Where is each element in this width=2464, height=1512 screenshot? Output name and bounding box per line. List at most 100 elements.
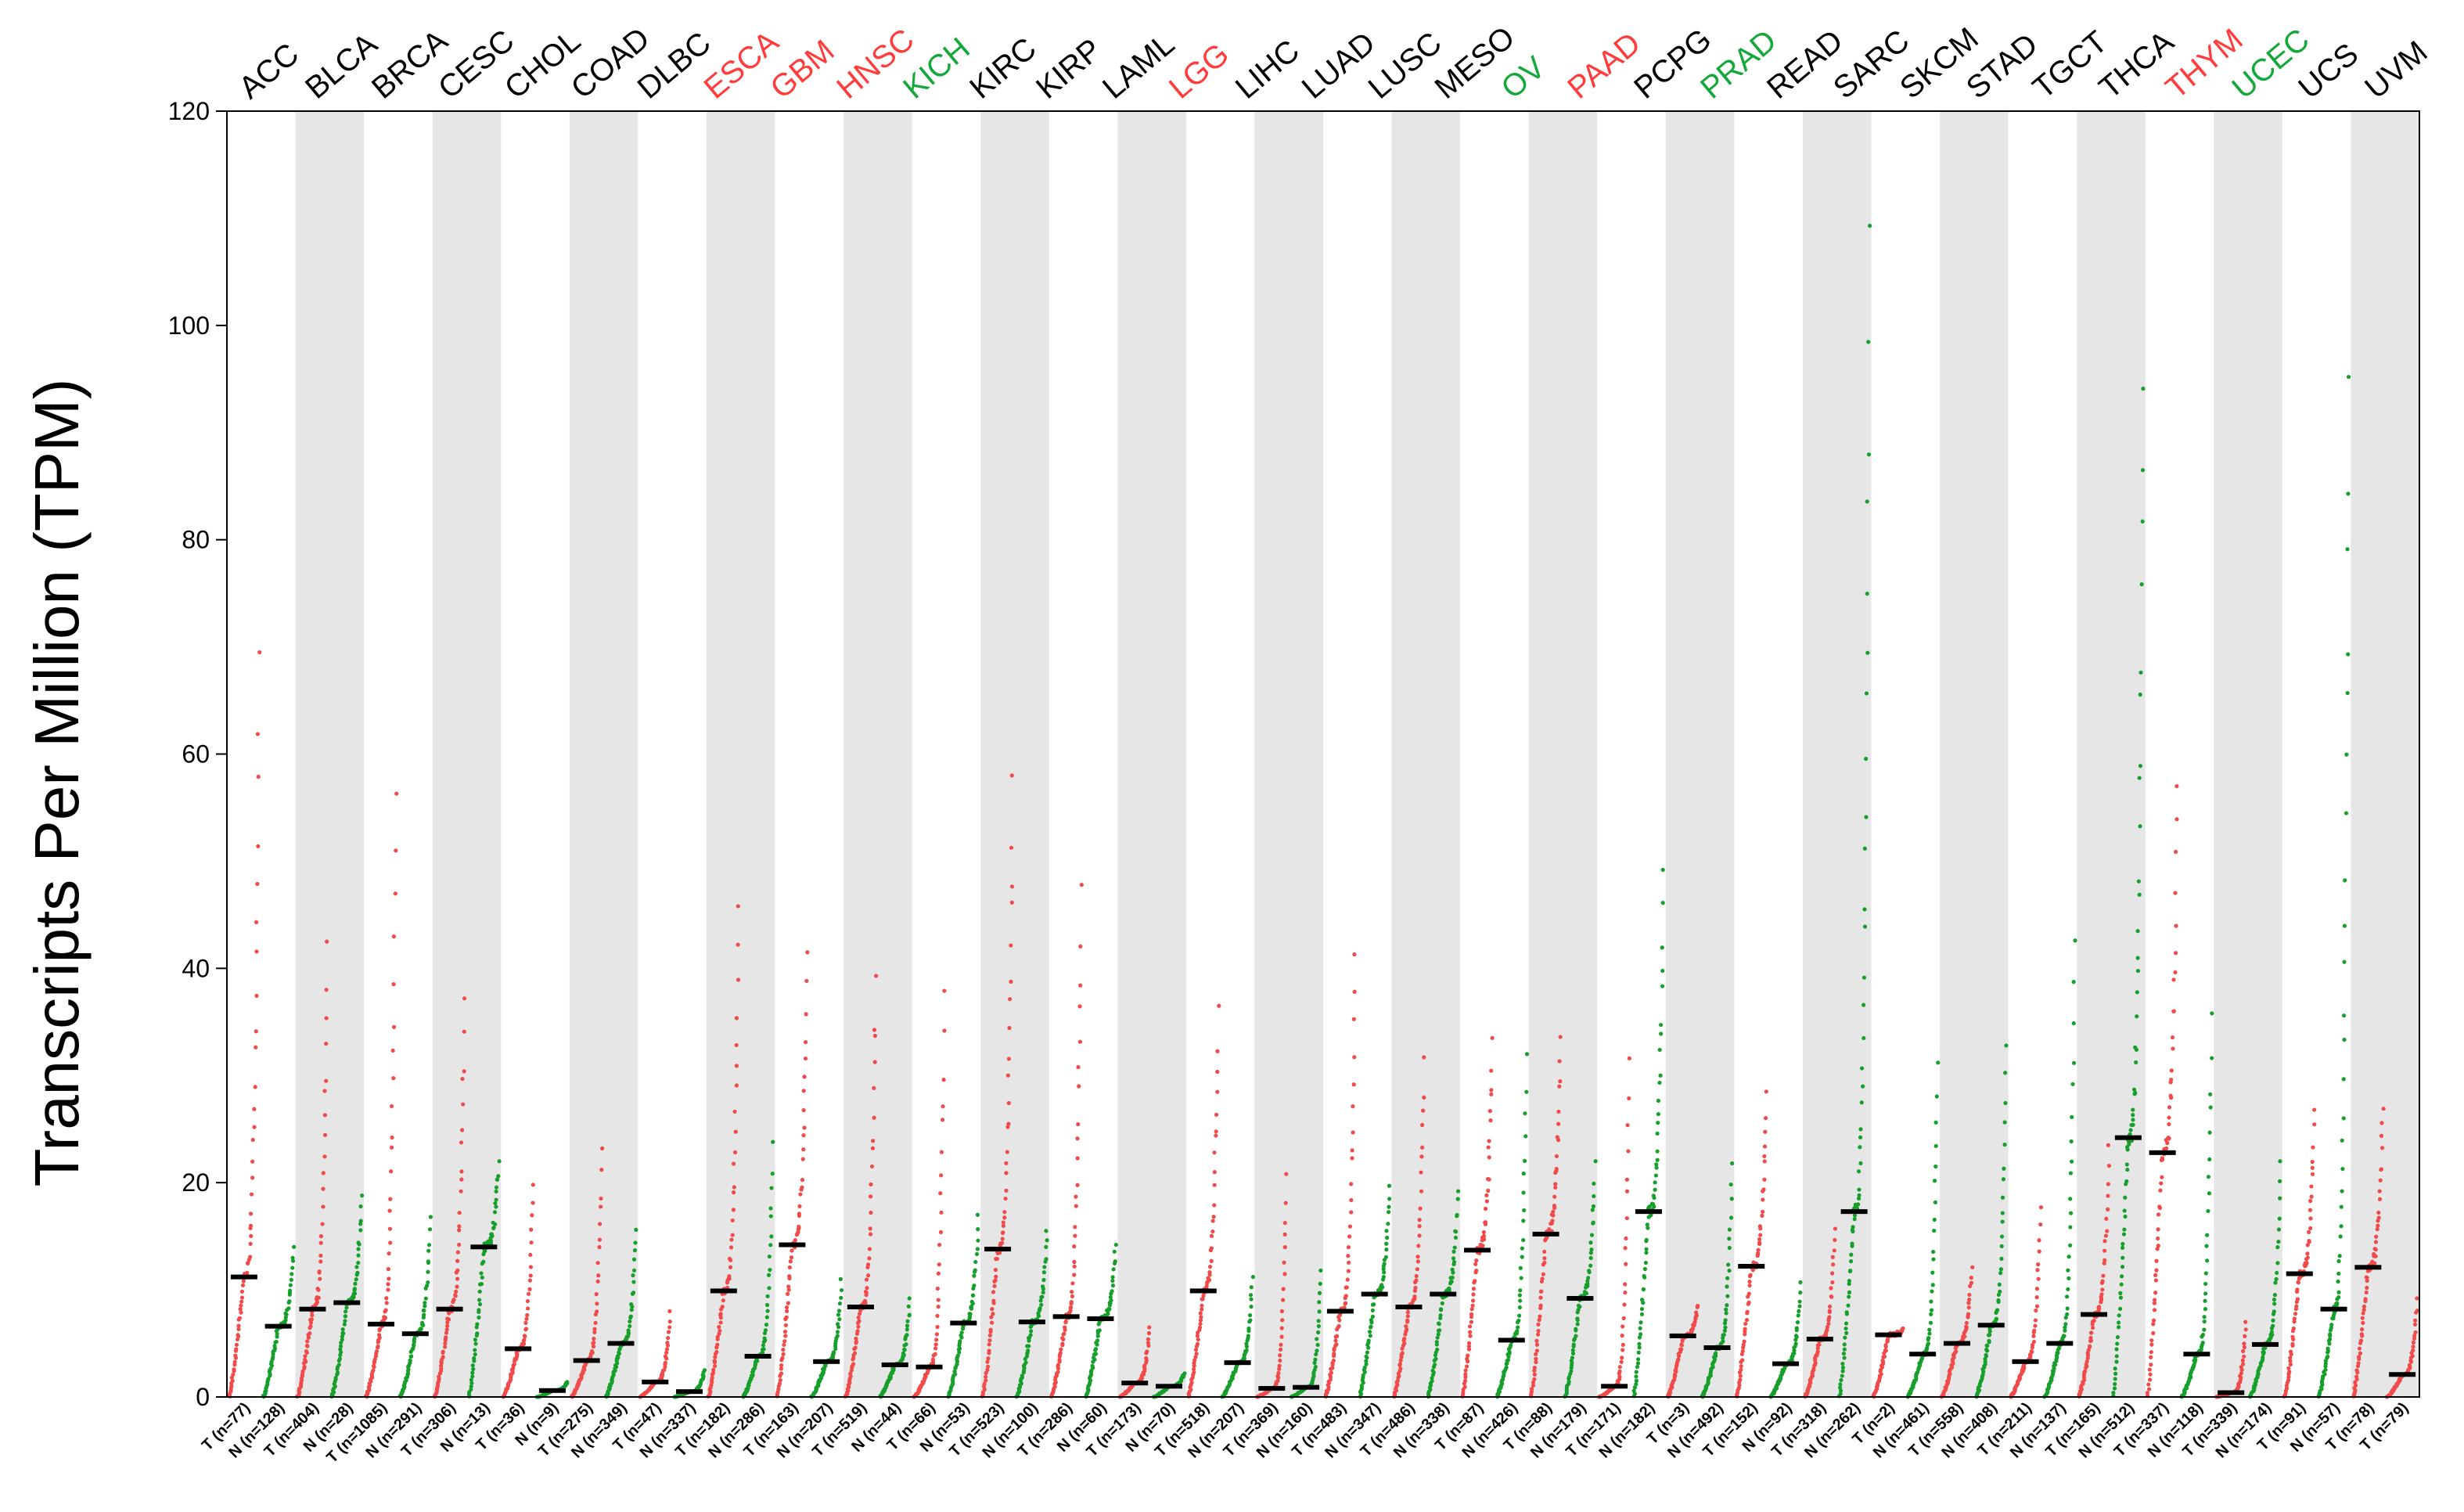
sample-dot — [237, 1316, 242, 1320]
sample-dot — [781, 1348, 786, 1352]
sample-dot — [443, 1341, 448, 1346]
sample-dot — [2133, 1090, 2138, 1095]
sample-dot — [1351, 1017, 1356, 1021]
sample-dot — [254, 993, 259, 999]
sample-dot — [710, 1376, 714, 1381]
cancer-label-lusc: LUSC — [1362, 26, 1448, 106]
sample-dot — [2377, 1189, 2382, 1193]
sample-dot — [1482, 1237, 1487, 1242]
median-bar — [368, 1321, 395, 1327]
sample-dot — [2125, 1167, 2130, 1172]
median-bar — [813, 1359, 840, 1364]
shaded-band — [2351, 111, 2419, 1397]
sample-dot — [1005, 1073, 1010, 1078]
sample-dot — [1455, 1197, 1460, 1201]
sample-dot — [272, 1344, 277, 1348]
sample-dot — [1843, 1335, 1847, 1340]
sample-dot — [1005, 1150, 1009, 1154]
sample-dot — [1194, 1352, 1199, 1356]
sample-dot — [490, 1233, 495, 1238]
sample-dot — [1635, 1361, 1641, 1366]
sample-dot — [985, 1359, 990, 1364]
sample-dot — [2114, 1347, 2119, 1352]
sample-dot — [714, 1349, 719, 1355]
sample-dot — [2326, 1346, 2330, 1351]
sample-dot — [1107, 1307, 1112, 1312]
sample-dot — [2173, 951, 2178, 956]
sample-dot — [1656, 1098, 1661, 1103]
sample-dot — [905, 1327, 909, 1332]
sample-dot — [1196, 1337, 1200, 1342]
sample-dot — [2356, 1355, 2361, 1359]
median-bar — [2251, 1341, 2279, 1347]
sample-dot — [2412, 1334, 2417, 1338]
sample-dot — [1283, 1201, 1288, 1205]
sample-dot — [1864, 691, 1869, 696]
sample-dot — [2336, 1295, 2341, 1300]
sample-dot — [988, 1327, 993, 1332]
median-bar — [2389, 1372, 2416, 1377]
sample-dot — [441, 1349, 445, 1354]
sample-dot — [1398, 1358, 1403, 1363]
sample-dot — [1762, 1177, 1767, 1182]
sample-dot — [991, 1290, 996, 1294]
sample-dot — [1587, 1269, 1592, 1275]
sample-dot — [731, 1208, 736, 1212]
sample-dot — [324, 1078, 329, 1083]
sample-dot — [1417, 1233, 1422, 1238]
sample-dot — [525, 1298, 531, 1304]
sample-dot — [252, 1125, 257, 1129]
sample-dot — [1197, 1325, 1203, 1330]
sample-dot — [767, 1286, 772, 1291]
sample-dot — [1451, 1260, 1457, 1265]
sample-dot — [321, 1186, 326, 1191]
sample-dot — [1277, 1366, 1282, 1371]
sample-dot — [2200, 1341, 2205, 1345]
sample-dot — [2131, 1118, 2135, 1122]
sample-dot — [529, 1240, 534, 1245]
sample-dot — [1382, 1270, 1387, 1275]
sample-dot — [1109, 1298, 1113, 1303]
sample-dot — [1518, 1298, 1523, 1303]
sample-dot — [1468, 1330, 1473, 1334]
shaded-band — [706, 111, 775, 1397]
sample-dot — [1005, 1125, 1010, 1129]
sample-dot — [942, 988, 947, 993]
sample-dot — [1983, 1359, 1987, 1364]
sample-dot — [249, 1192, 254, 1197]
sample-dot — [1744, 1317, 1750, 1323]
sample-dot — [2034, 1304, 2040, 1309]
sample-dot — [1487, 1155, 1491, 1160]
cancer-label-laml: LAML — [1096, 27, 1181, 106]
sample-dot — [765, 1309, 770, 1313]
sample-dot — [733, 1129, 738, 1134]
sample-dot — [1068, 1305, 1074, 1310]
sample-dot — [1282, 1260, 1286, 1265]
sample-dot — [495, 1177, 499, 1182]
sample-dot — [1858, 1127, 1863, 1132]
sample-dot — [2340, 1166, 2345, 1172]
sample-dot — [2090, 1325, 2095, 1330]
sample-dot — [2031, 1334, 2036, 1338]
sample-dot — [1558, 1079, 1563, 1084]
sample-dot — [1640, 1298, 1645, 1302]
sample-dot — [1452, 1245, 1457, 1250]
sample-dot — [1517, 1305, 1522, 1310]
sample-dot — [1545, 1235, 1549, 1240]
sample-dot — [1009, 943, 1013, 948]
sample-dot — [1696, 1304, 1700, 1309]
sample-dot — [2124, 1162, 2129, 1167]
sample-dot — [1964, 1324, 1969, 1329]
sample-dot — [2140, 519, 2145, 524]
sample-dot — [2120, 1265, 2125, 1269]
group-dots-17 — [809, 1276, 844, 1399]
sample-dot — [863, 1289, 869, 1294]
sample-dot — [1589, 1247, 1594, 1252]
sample-dot — [1556, 1121, 1561, 1126]
sample-dot — [409, 1354, 414, 1359]
sample-dot — [1714, 1351, 1718, 1355]
sample-dot — [769, 1234, 774, 1239]
sample-dot — [475, 1331, 480, 1336]
sample-dot — [2113, 1381, 2117, 1387]
sample-dot — [286, 1306, 291, 1311]
